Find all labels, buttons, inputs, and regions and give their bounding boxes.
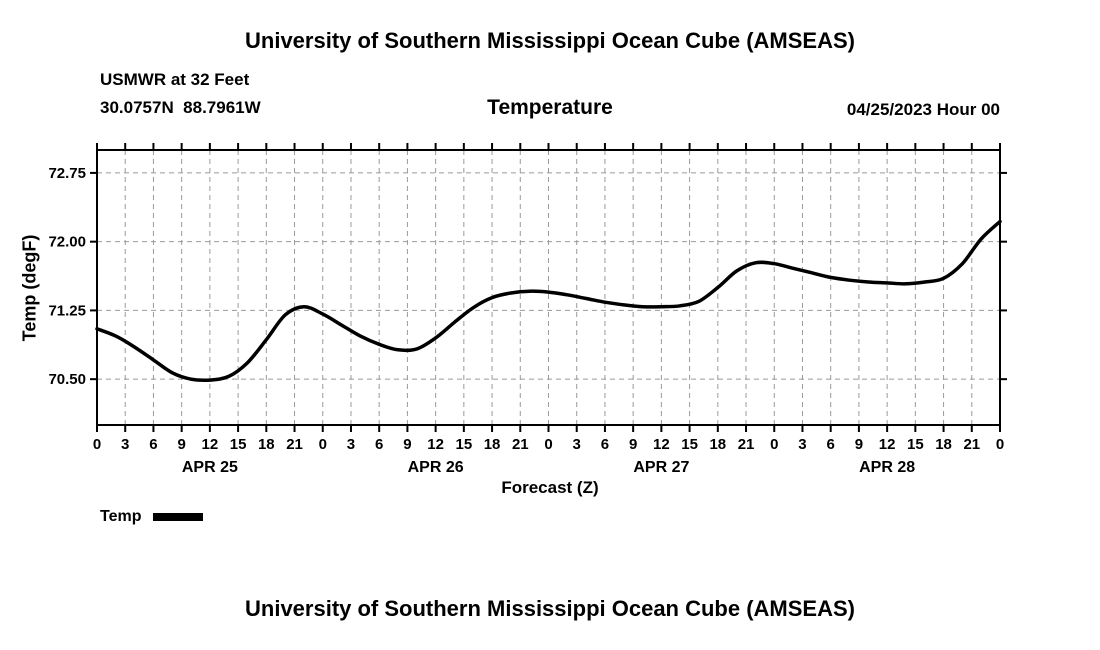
x-tick-label: 21 — [286, 436, 303, 453]
plot-frame — [96, 149, 1001, 426]
day-label: APR 26 — [408, 459, 464, 476]
x-tick-label: 9 — [629, 436, 637, 453]
x-tick-label: 6 — [601, 436, 609, 453]
x-tick-label: 9 — [177, 436, 185, 453]
y-tick-label: 71.25 — [48, 302, 86, 319]
x-tick-label: 6 — [375, 436, 383, 453]
day-label: APR 25 — [182, 459, 238, 476]
x-tick-label: 3 — [347, 436, 355, 453]
x-tick-label: 0 — [93, 436, 101, 453]
x-tick-label: 3 — [121, 436, 129, 453]
x-tick-label: 0 — [544, 436, 552, 453]
station-label: USMWR at 32 Feet — [100, 70, 250, 89]
plot-title: Temperature — [487, 96, 613, 119]
x-tick-label: 0 — [770, 436, 778, 453]
x-tick-label: 0 — [996, 436, 1004, 453]
x-tick-label: 12 — [427, 436, 444, 453]
x-tick-label: 6 — [827, 436, 835, 453]
x-tick-label: 18 — [484, 436, 501, 453]
y-tick-label: 70.50 — [48, 371, 86, 388]
x-tick-label: 6 — [149, 436, 157, 453]
x-tick-label: 9 — [403, 436, 411, 453]
x-tick-label: 18 — [935, 436, 952, 453]
day-label: APR 27 — [633, 459, 689, 476]
page-title: University of Southern Mississippi Ocean… — [245, 28, 855, 53]
y-tick-label: 72.00 — [48, 234, 86, 251]
x-tick-label: 21 — [738, 436, 755, 453]
x-tick-label: 15 — [681, 436, 698, 453]
x-tick-label: 21 — [512, 436, 529, 453]
x-tick-label: 21 — [963, 436, 980, 453]
y-tick-label: 72.75 — [48, 165, 86, 182]
x-tick-label: 3 — [798, 436, 806, 453]
x-tick-label: 9 — [855, 436, 863, 453]
x-tick-label: 15 — [456, 436, 473, 453]
coordinates-label: 30.0757N 88.7961W — [100, 98, 261, 117]
x-tick-label: 18 — [709, 436, 726, 453]
x-tick-label: 3 — [573, 436, 581, 453]
x-tick-label: 15 — [230, 436, 247, 453]
legend: Temp — [100, 508, 204, 526]
day-label: APR 28 — [859, 459, 915, 476]
x-tick-label: 12 — [879, 436, 896, 453]
x-tick-label: 15 — [907, 436, 924, 453]
run-date-label: 04/25/2023 Hour 00 — [846, 100, 1000, 119]
x-tick-label: 12 — [202, 436, 219, 453]
x-tick-label: 12 — [653, 436, 670, 453]
x-tick-label: 0 — [319, 436, 327, 453]
legend-label: Temp — [100, 508, 142, 525]
temp-line — [95, 219, 1002, 383]
legend-line-swatch — [153, 513, 204, 521]
second-page-title: University of Southern Mississippi Ocean… — [245, 596, 855, 621]
x-tick-label: 18 — [258, 436, 275, 453]
x-axis-label: Forecast (Z) — [501, 478, 599, 497]
